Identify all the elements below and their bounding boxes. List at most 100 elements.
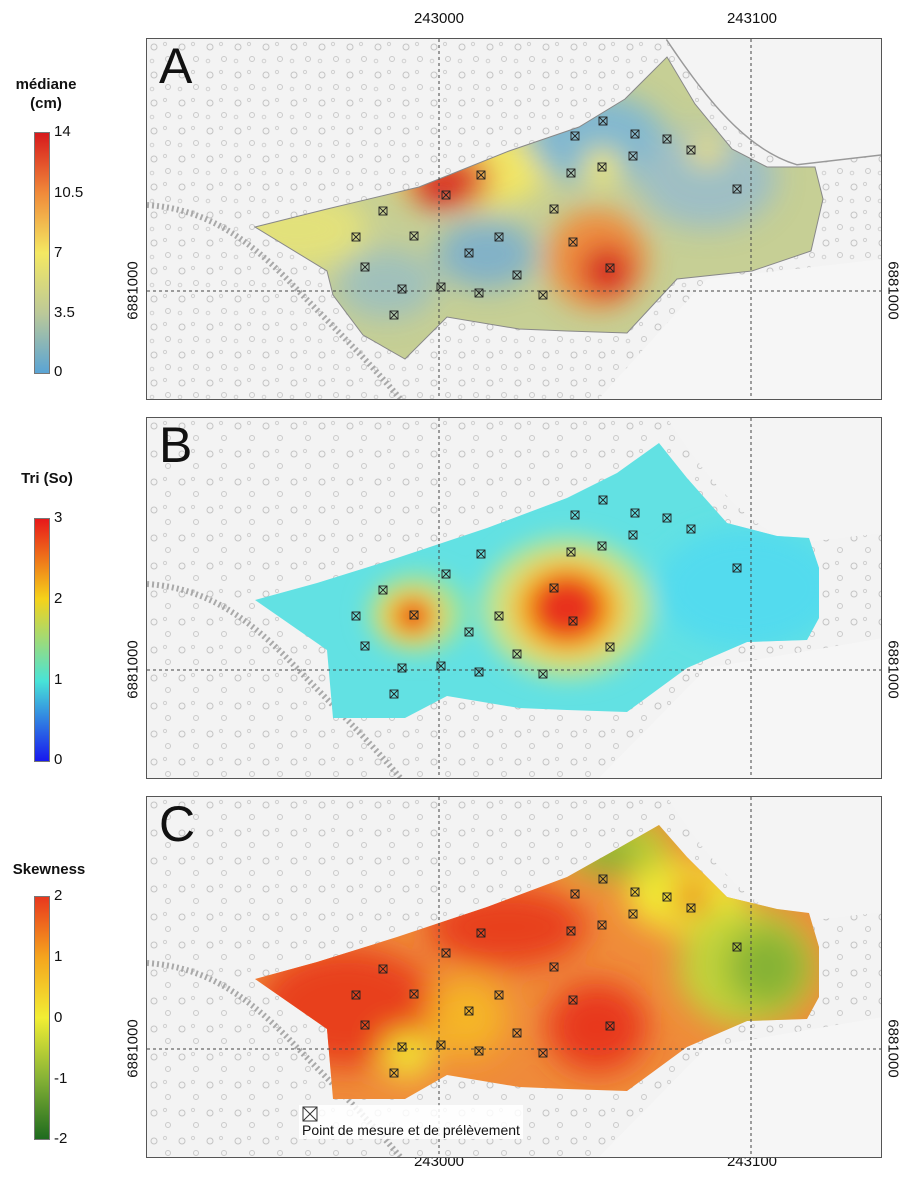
- sample-point-icon: [378, 964, 388, 974]
- sample-point-icon: [628, 151, 638, 161]
- colorbar-skewness-label: -1: [54, 1070, 68, 1087]
- sample-point-icon: [662, 513, 672, 523]
- colorbar-median-label: 14: [54, 123, 71, 140]
- sample-point-icon: [732, 184, 742, 194]
- sample-point-icon: [378, 206, 388, 216]
- sample-point-icon: [512, 649, 522, 659]
- colorbar-skewness-label: 2: [54, 887, 63, 904]
- sample-points-a: [351, 116, 742, 320]
- road-line: [147, 960, 405, 1157]
- sample-point-icon: [538, 669, 548, 679]
- sample-point-icon: [538, 290, 548, 300]
- map-b-svg: [147, 418, 881, 778]
- sample-point-icon: [476, 549, 486, 559]
- map-c-svg: [147, 797, 881, 1157]
- sample-point-icon: [549, 962, 559, 972]
- road-line: [147, 202, 405, 399]
- sample-point-icon: [351, 611, 361, 621]
- colorbar-skewness-label: 1: [54, 948, 63, 965]
- sample-point-icon: [397, 663, 407, 673]
- sample-point-icon: [389, 1068, 399, 1078]
- sample-point-icon: [494, 990, 504, 1000]
- sample-point-icon: [360, 641, 370, 651]
- sample-point-icon: [549, 204, 559, 214]
- northing-tick-left-a: 6881000: [124, 261, 142, 320]
- sample-point-icon: [476, 170, 486, 180]
- sample-points-c: [351, 874, 742, 1078]
- road-line: [147, 581, 405, 778]
- sample-point-icon: [494, 232, 504, 242]
- sample-point-icon: [630, 887, 640, 897]
- sample-point-icon: [436, 661, 446, 671]
- blank-area: [667, 39, 881, 164]
- crossed-square-icon: [302, 1106, 318, 1122]
- sample-point-icon: [351, 232, 361, 242]
- sample-point-icon: [570, 510, 580, 520]
- sample-point-icon: [570, 131, 580, 141]
- northing-tick-right-b: 6881000: [884, 640, 902, 699]
- legend-title-median: médiane (cm): [0, 76, 92, 114]
- sample-point-icon: [360, 1020, 370, 1030]
- sample-point-icon: [389, 689, 399, 699]
- sample-point-icon: [436, 282, 446, 292]
- colorbar-median-label: 10.5: [54, 184, 84, 201]
- colorbar-median-label: 3.5: [54, 304, 75, 321]
- sample-point-icon: [732, 563, 742, 573]
- panel-letter-b: B: [159, 417, 193, 473]
- easting-tick-top-243000: 243000: [413, 10, 465, 27]
- sample-point-icon: [662, 892, 672, 902]
- sample-point-icon: [441, 569, 451, 579]
- sample-point-icon: [566, 926, 576, 936]
- sample-point-icon: [474, 288, 484, 298]
- sample-point-icon: [464, 1006, 474, 1016]
- sample-point-icon: [605, 642, 615, 652]
- sample-point-icon: [409, 231, 419, 241]
- sample-point-icon: [597, 541, 607, 551]
- map-panel-b: B: [146, 417, 882, 779]
- blank-area: [667, 797, 881, 922]
- sample-point-icon: [597, 162, 607, 172]
- sample-point-icon: [512, 270, 522, 280]
- colorbar-skewness-label: 0: [54, 1009, 63, 1026]
- sample-point-icon: [605, 263, 615, 273]
- sample-point-icon: [389, 310, 399, 320]
- colorbar-sorting-label: 0: [54, 751, 63, 768]
- northing-tick-right-c: 6881000: [884, 1019, 902, 1078]
- sample-point-icon: [538, 1048, 548, 1058]
- colorbar-sorting-label: 2: [54, 590, 63, 607]
- sample-point-icon: [662, 134, 672, 144]
- blank-area: [598, 638, 881, 778]
- sample-point-icon: [351, 990, 361, 1000]
- sample-point-icon: [605, 1021, 615, 1031]
- sample-point-icon: [464, 248, 474, 258]
- sample-point-icon: [630, 129, 640, 139]
- sample-point-icon: [566, 547, 576, 557]
- sample-points-b: [351, 495, 742, 699]
- sample-point-icon: [628, 909, 638, 919]
- sample-point-icon: [568, 237, 578, 247]
- sample-point-icon: [570, 889, 580, 899]
- sample-point-icon: [494, 611, 504, 621]
- sample-point-icon: [628, 530, 638, 540]
- colorbar-sorting-label: 3: [54, 509, 63, 526]
- northing-tick-left-b: 6881000: [124, 640, 142, 699]
- sample-point-icon: [568, 995, 578, 1005]
- legend-title-median-line2: (cm): [30, 94, 62, 112]
- colorbar-sorting-label: 1: [54, 671, 63, 688]
- colorbar-skewness-label: -2: [54, 1130, 68, 1147]
- blank-area: [598, 1017, 881, 1157]
- sample-point-icon: [686, 903, 696, 913]
- legend-note-text: Point de mesure et de prélèvement: [302, 1122, 520, 1138]
- sample-point-icon: [598, 495, 608, 505]
- panel-letter-c: C: [159, 796, 196, 852]
- sample-point-icon: [378, 585, 388, 595]
- legend-title-sorting: Tri (So): [21, 470, 73, 487]
- sample-point-icon: [474, 1046, 484, 1056]
- sample-point-icon: [397, 284, 407, 294]
- map-panel-a: A: [146, 38, 882, 400]
- map-a-svg: [147, 39, 881, 399]
- sample-point-icon: [476, 928, 486, 938]
- sample-point-icon: [360, 262, 370, 272]
- sample-point-icon: [464, 627, 474, 637]
- colorbar-median-label: 7: [54, 244, 63, 261]
